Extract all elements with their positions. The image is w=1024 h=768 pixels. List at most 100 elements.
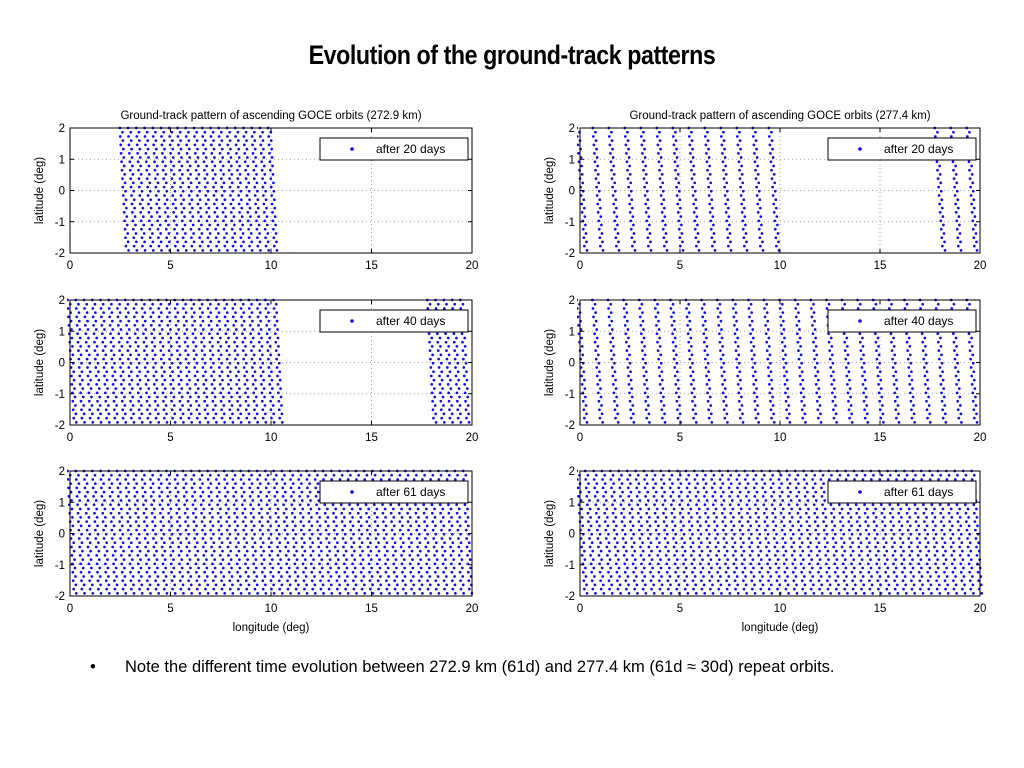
x-tick-label: 10 (774, 260, 787, 272)
track-point (456, 520, 459, 523)
track-point (464, 361, 468, 365)
track-point (234, 499, 238, 502)
track-point (148, 227, 152, 231)
track-point (907, 366, 911, 369)
track-point (151, 482, 155, 486)
track-point (275, 357, 279, 361)
track-point (442, 524, 446, 528)
track-point (973, 387, 977, 390)
track-point (691, 579, 695, 583)
track-point (632, 541, 636, 545)
track-point (143, 240, 146, 244)
track-point (616, 579, 619, 583)
track-point (612, 353, 616, 357)
track-point (131, 395, 135, 399)
track-point (712, 473, 716, 477)
track-point (593, 302, 597, 306)
track-point (131, 219, 135, 223)
track-point (597, 554, 601, 557)
track-point (217, 357, 221, 361)
track-point (956, 370, 960, 374)
track-point (265, 503, 269, 507)
track-point (116, 486, 120, 490)
track-point (268, 383, 272, 386)
track-point (969, 366, 973, 369)
track-point (259, 328, 263, 331)
track-point (240, 215, 244, 218)
track-point (140, 404, 143, 407)
track-point (610, 486, 613, 490)
track-point (267, 143, 271, 147)
track-point (126, 528, 130, 532)
track-point (315, 511, 319, 515)
track-point (102, 528, 105, 532)
track-point (856, 307, 860, 310)
track-point (755, 194, 759, 197)
track-point (391, 554, 395, 557)
track-point (612, 482, 615, 486)
track-point (186, 524, 190, 528)
track-point (655, 507, 659, 511)
y-tick-label: -2 (565, 248, 575, 260)
track-point (749, 332, 752, 336)
track-point (277, 516, 280, 519)
track-point (134, 349, 138, 352)
track-point (577, 143, 580, 147)
track-point (205, 404, 209, 407)
track-point (751, 135, 755, 138)
track-point (209, 490, 213, 494)
track-point (609, 478, 613, 481)
track-point (173, 412, 177, 416)
track-point (89, 558, 93, 561)
track-point (268, 345, 272, 348)
track-point (782, 366, 786, 369)
track-point (393, 532, 397, 536)
track-point (606, 562, 610, 566)
track-point (436, 349, 440, 352)
track-point (145, 570, 149, 574)
track-point (111, 328, 115, 331)
track-point (720, 374, 724, 378)
track-point (708, 579, 712, 583)
track-point (641, 549, 645, 553)
track-point (103, 507, 107, 511)
track-point (122, 387, 126, 390)
track-point (655, 545, 659, 549)
track-point (706, 177, 710, 180)
track-point (460, 566, 464, 570)
track-point (251, 319, 254, 323)
track-point (628, 202, 632, 206)
track-point (138, 156, 142, 159)
track-point (456, 528, 460, 532)
track-point (145, 399, 149, 403)
track-point (244, 353, 248, 357)
track-point (199, 332, 203, 336)
track-point (830, 383, 834, 386)
track-point (248, 315, 252, 319)
track-point (621, 490, 624, 494)
track-point (257, 332, 261, 336)
track-point (593, 486, 597, 490)
track-point (167, 511, 171, 515)
track-point (185, 143, 188, 147)
track-point (409, 524, 413, 528)
track-point (439, 361, 443, 365)
track-point (891, 357, 894, 361)
track-point (326, 524, 330, 528)
track-point (153, 570, 157, 574)
track-point (148, 189, 152, 193)
track-point (582, 541, 586, 545)
track-point (466, 395, 470, 399)
track-point (643, 575, 647, 578)
track-point (228, 177, 231, 180)
track-point (95, 516, 99, 519)
track-point (278, 378, 282, 382)
track-point (611, 147, 614, 151)
track-point (121, 532, 125, 536)
track-point (205, 566, 209, 570)
track-point (274, 520, 278, 523)
track-point (184, 240, 188, 244)
track-point (217, 528, 221, 532)
track-point (268, 554, 272, 557)
